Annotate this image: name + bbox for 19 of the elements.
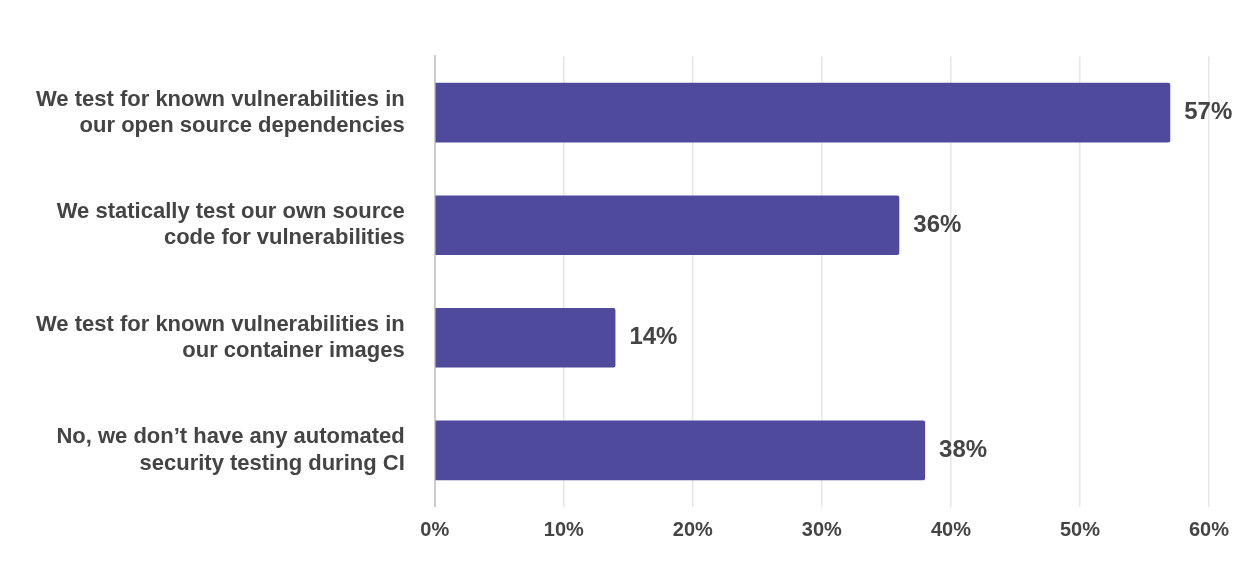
y-tick-label: We statically test our own source code for vulnerabilities bbox=[56, 198, 405, 250]
y-tick-label: We test for known vulnerabilities in our open source dependencies bbox=[35, 85, 405, 137]
x-tick-label: 40% bbox=[930, 518, 972, 541]
bar bbox=[435, 82, 1171, 143]
data-label: 36% bbox=[913, 209, 962, 237]
bar bbox=[435, 420, 926, 481]
x-tick-label: 0% bbox=[420, 518, 450, 541]
x-tick-label: 20% bbox=[672, 518, 714, 541]
x-tick-label: 10% bbox=[543, 518, 585, 541]
data-label: 57% bbox=[1184, 97, 1233, 125]
y-tick-label: We test for known vulnerabilities in our container images bbox=[35, 310, 405, 363]
data-label: 14% bbox=[629, 322, 678, 350]
x-tick-label: 60% bbox=[1188, 518, 1230, 541]
data-label: 38% bbox=[939, 434, 988, 462]
bar bbox=[435, 307, 616, 368]
x-tick-label: 30% bbox=[801, 518, 843, 541]
x-tick-label: 50% bbox=[1059, 518, 1101, 541]
y-tick-label: No, we don’t have any automated security testing during CI bbox=[56, 423, 405, 475]
bar bbox=[435, 195, 900, 256]
